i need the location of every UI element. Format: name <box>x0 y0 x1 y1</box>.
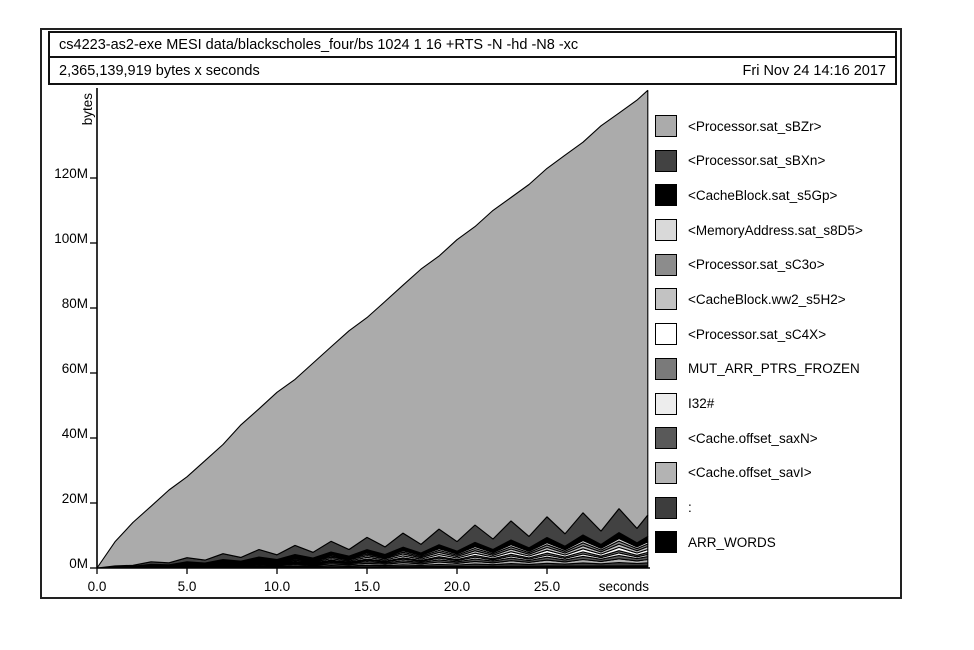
legend-swatch <box>655 253 677 276</box>
legend-item: MUT_ARR_PTRS_FROZEN <box>655 357 863 380</box>
legend-label: <Cache.offset_savI> <box>688 465 812 481</box>
legend-swatch <box>655 149 677 172</box>
legend-item: : <box>655 496 863 519</box>
legend-label: <MemoryAddress.sat_s8D5> <box>688 222 863 238</box>
y-tick-label: 60M <box>62 361 88 376</box>
y-tick-label: 100M <box>54 231 88 246</box>
legend-item: <Processor.sat_sBZr> <box>655 115 863 137</box>
legend-label: I32# <box>688 396 715 411</box>
x-tick-label: 20.0 <box>444 579 470 594</box>
legend-item: <CacheBlock.ww2_s5H2> <box>655 288 863 311</box>
y-tick-label: 20M <box>62 491 88 506</box>
legend-item: ARR_WORDS <box>655 531 863 554</box>
y-tick-label: 40M <box>62 426 88 441</box>
legend-swatch <box>655 427 677 450</box>
legend-label: <Processor.sat_sC3o> <box>688 257 825 273</box>
legend-label: MUT_ARR_PTRS_FROZEN <box>688 361 860 377</box>
legend-label: <CacheBlock.ww2_s5H2> <box>688 291 846 307</box>
legend-swatch <box>655 531 677 554</box>
x-tick-label: 25.0 <box>534 579 560 594</box>
legend-item: I32# <box>655 392 863 415</box>
legend-swatch <box>655 357 677 380</box>
legend-label: <Processor.sat_sC4X> <box>688 326 827 342</box>
legend-label: <Processor.sat_sBZr> <box>688 118 822 134</box>
x-axis-label: seconds <box>599 579 650 594</box>
legend-item: <Processor.sat_sC4X> <box>655 323 863 346</box>
legend-item: <Cache.offset_savI> <box>655 461 863 484</box>
legend-swatch <box>655 184 677 207</box>
x-tick-label: 15.0 <box>354 579 380 594</box>
legend-item: <MemoryAddress.sat_s8D5> <box>655 219 863 242</box>
legend-swatch <box>655 496 677 519</box>
y-tick-label: 80M <box>62 296 88 311</box>
legend-swatch <box>655 219 677 242</box>
legend-item: <Processor.sat_sBXn> <box>655 149 863 172</box>
legend-swatch <box>655 392 677 415</box>
legend-swatch <box>655 288 677 311</box>
legend-item: <CacheBlock.sat_s5Gp> <box>655 184 863 207</box>
legend-swatch <box>655 115 677 137</box>
x-tick-label: 0.0 <box>88 579 107 594</box>
area-band-processor-sat-sbzr <box>96 89 649 569</box>
bytes-seconds-total: 2,365,139,919 bytes x seconds <box>59 62 260 79</box>
y-tick-label: 120M <box>54 166 88 181</box>
legend-item: <Processor.sat_sC3o> <box>655 253 863 276</box>
y-tick-label: 0M <box>69 556 88 571</box>
legend: <Processor.sat_sBZr> <Processor.sat_sBXn… <box>655 115 863 566</box>
y-axis-label: bytes <box>80 93 95 126</box>
legend-label: <CacheBlock.sat_s5Gp> <box>688 187 838 203</box>
page-title: cs4223-as2-exe MESI data/blackscholes_fo… <box>59 36 579 53</box>
x-tick-label: 10.0 <box>264 579 290 594</box>
timestamp: Fri Nov 24 14:16 2017 <box>742 62 886 79</box>
legend-label: <Processor.sat_sBXn> <box>688 153 826 169</box>
summary-bar: 2,365,139,919 bytes x seconds Fri Nov 24… <box>48 56 897 85</box>
legend-label: : <box>688 500 692 516</box>
legend-label: <Cache.offset_saxN> <box>688 430 818 446</box>
x-tick-label: 5.0 <box>178 579 197 594</box>
legend-label: ARR_WORDS <box>688 534 776 550</box>
legend-item: <Cache.offset_saxN> <box>655 427 863 450</box>
title-bar: cs4223-as2-exe MESI data/blackscholes_fo… <box>48 31 897 58</box>
legend-swatch <box>655 323 677 346</box>
legend-swatch <box>655 461 677 484</box>
